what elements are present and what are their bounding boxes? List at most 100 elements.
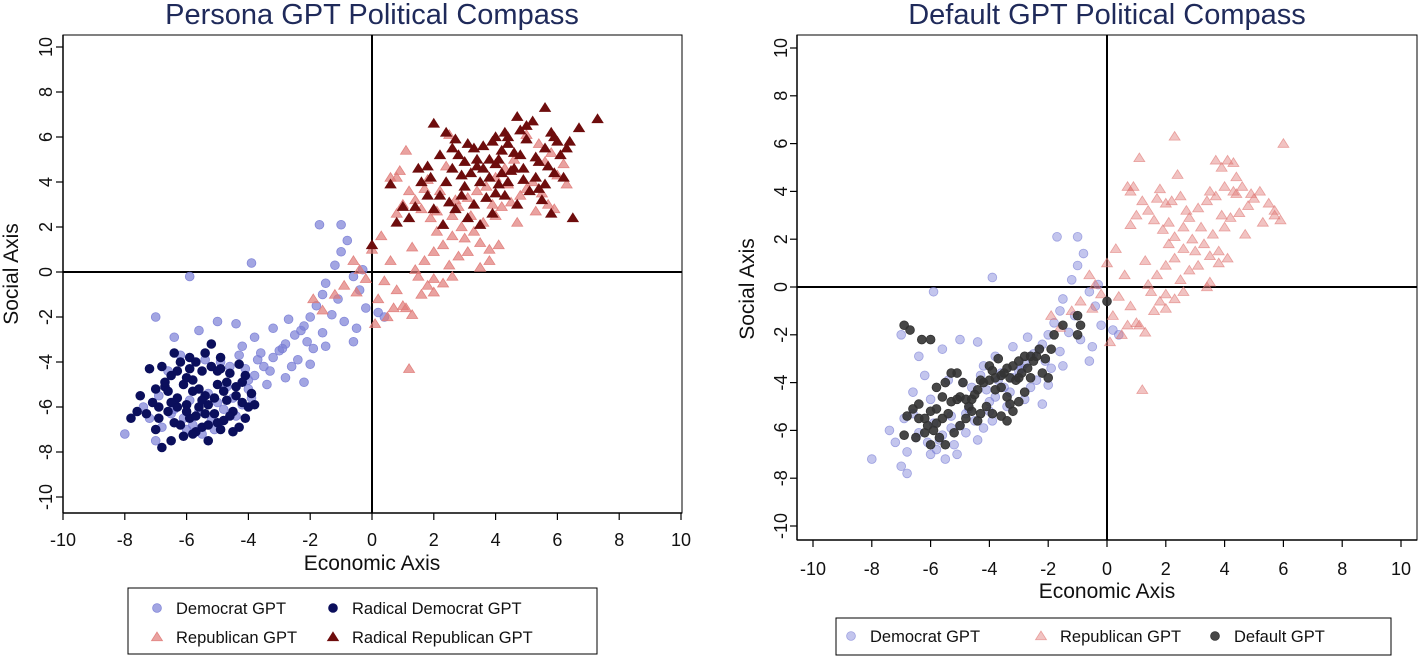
radical-republican-gpt-point (529, 151, 542, 162)
republican-gpt-point (1218, 221, 1231, 232)
republican-gpt-point (418, 183, 431, 193)
y-tick-label: -4 (36, 354, 56, 370)
radical-democrat-gpt-point (231, 390, 241, 401)
y-tick-label: -2 (771, 327, 791, 343)
republican-gpt-point (1168, 252, 1181, 263)
default-gpt-point (996, 382, 1006, 393)
radical-republican-gpt-point (458, 156, 471, 166)
republican-gpt-point (1209, 190, 1223, 201)
x-tick-label: 6 (552, 530, 562, 550)
radical-democrat-gpt-point (215, 352, 226, 363)
x-tick-label: 2 (1161, 559, 1171, 579)
republican-gpt-point (1221, 154, 1234, 165)
republican-gpt-point (1180, 204, 1193, 215)
radical-democrat-gpt-point (200, 408, 210, 419)
radical-democrat-gpt-point (206, 339, 217, 349)
radical-democrat-gpt-point (175, 420, 186, 430)
x-tick-label: -6 (923, 559, 939, 579)
radical-republican-gpt-point (498, 189, 512, 200)
republican-gpt-point (473, 261, 487, 272)
republican-gpt-point (402, 185, 416, 196)
democrat-gpt-point (902, 447, 912, 457)
republican-gpt-point (1218, 180, 1231, 191)
default-gpt-point (1034, 344, 1045, 354)
radical-republican-gpt-point (477, 140, 490, 151)
republican-gpt-point (1227, 185, 1240, 196)
republican-gpt-point (402, 363, 416, 373)
default-gpt-point (919, 413, 930, 424)
democrat-gpt-point (896, 329, 906, 340)
republican-gpt-point (473, 237, 487, 247)
radical-democrat-gpt-point (157, 442, 167, 453)
democrat-gpt-point (320, 341, 331, 352)
republican-gpt-point (458, 232, 471, 243)
default-gpt-point (1005, 399, 1015, 409)
republican-gpt-point (1224, 211, 1237, 222)
republican-gpt-point (1268, 209, 1281, 220)
radical-republican-gpt-point (511, 198, 524, 209)
left-legend (127, 587, 598, 655)
default-gpt-point (958, 377, 968, 388)
radical-democrat-gpt-point (144, 363, 155, 374)
radical-republican-gpt-point (557, 171, 570, 182)
democrat-gpt-point (308, 343, 319, 354)
republican-gpt-point (436, 277, 450, 288)
republican-gpt-point (1274, 214, 1287, 225)
left-y-axis-label: Social Axis (0, 223, 23, 325)
x-tick-label: -4 (240, 530, 256, 550)
default-gpt-point (1102, 296, 1112, 307)
radical-democrat-gpt-point (221, 395, 232, 406)
default-gpt-point (1022, 363, 1033, 374)
radical-republican-gpt-point (415, 176, 428, 187)
democrat-gpt-point (262, 379, 272, 390)
radical-democrat-gpt-point (240, 413, 251, 424)
republican-gpt-point (328, 288, 342, 299)
x-tick-label: -6 (179, 530, 195, 550)
democrat-gpt-point (120, 429, 130, 439)
default-gpt-point (1013, 396, 1024, 407)
democrat-gpt-point (339, 316, 349, 327)
radical-democrat-gpt-point (126, 413, 136, 424)
left-points (120, 102, 604, 453)
republican-gpt-point (446, 230, 459, 241)
default-gpt-point (952, 394, 962, 405)
y-tick-label: 2 (771, 234, 791, 244)
radical-republican-gpt-point (548, 131, 561, 142)
republican-gpt-point (1089, 278, 1102, 289)
x-tick-label: 2 (429, 530, 439, 550)
radical-democrat-gpt-point (237, 377, 248, 388)
radical-democrat-gpt-point (212, 379, 223, 390)
republican-gpt-point (1153, 183, 1167, 194)
radical-republican-gpt-point (544, 207, 558, 218)
republican-gpt-point (384, 255, 397, 265)
default-gpt-point (1043, 373, 1053, 383)
democrat-gpt-point (317, 327, 328, 338)
legend-marker-republican-gpt (1034, 630, 1048, 641)
radical-republican-gpt-point (492, 153, 505, 164)
radical-republican-gpt-point (461, 138, 475, 148)
radical-republican-gpt-point (486, 135, 499, 146)
radical-democrat-gpt-point (181, 406, 192, 417)
left-x-ticks: -10 -8 -6 -4 -2 0 2 4 6 8 10 (50, 513, 691, 550)
radical-republican-gpt-point (449, 203, 462, 214)
radical-democrat-gpt-point (147, 397, 158, 408)
republican-gpt-point (1277, 137, 1290, 148)
default-gpt-point (931, 418, 942, 429)
republican-gpt-point (1106, 309, 1120, 320)
democrat-gpt-point (277, 343, 288, 354)
republican-gpt-point (1191, 259, 1205, 270)
republican-gpt-point (399, 302, 413, 313)
default-gpt-point (905, 325, 915, 335)
republican-gpt-point (461, 246, 475, 256)
x-tick-label: -10 (800, 559, 826, 579)
y-tick-label: -6 (36, 399, 56, 415)
default-gpt-point (902, 411, 912, 421)
republican-gpt-point (443, 259, 456, 270)
republican-gpt-point (1209, 154, 1223, 165)
republican-gpt-point (529, 205, 542, 216)
democrat-gpt-point (955, 334, 965, 345)
democrat-gpt-point (351, 323, 362, 334)
radical-democrat-gpt-point (153, 413, 164, 424)
default-gpt-point (916, 334, 927, 345)
radical-republican-gpt-point (532, 183, 546, 193)
